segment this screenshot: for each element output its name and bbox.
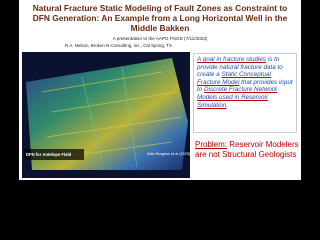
- problem-text: Reservoir Modelers are not Structural Ge…: [195, 140, 299, 159]
- goal-segment: .: [226, 101, 229, 109]
- author: R.A. Nelson, Broken N Consulting, Inc., …: [64, 43, 174, 48]
- goal-segment: that provides input to: [197, 78, 293, 94]
- goal-segment: Static Conceptual Fracture Model: [197, 71, 271, 86]
- goal-segment: A goal in fracture studies: [197, 56, 267, 63]
- goal-segment: is to provide natural fracture data to c…: [197, 56, 283, 79]
- goal-box: A goal in fracture studies is to provide…: [193, 53, 297, 133]
- problem: Problem: Reservoir Modelers are not Stru…: [195, 140, 299, 159]
- slide: Natural Fracture Static Modeling of Faul…: [19, 0, 301, 180]
- page: Natural Fracture Static Modeling of Faul…: [19, 0, 301, 180]
- figure-credit: After Burgess et al (2023): [147, 152, 191, 156]
- goal-segment: Discrete Fracture Network Models used in…: [197, 86, 278, 109]
- figure: [22, 52, 190, 178]
- slide-title: Natural Fracture Static Modeling of Faul…: [32, 3, 288, 34]
- problem-label: Problem:: [195, 140, 228, 149]
- slide-subtitle: A presentation to the AAPG PSGD (7/11/20…: [112, 36, 208, 41]
- figure-label: DFN for Antelope Field: [26, 152, 72, 157]
